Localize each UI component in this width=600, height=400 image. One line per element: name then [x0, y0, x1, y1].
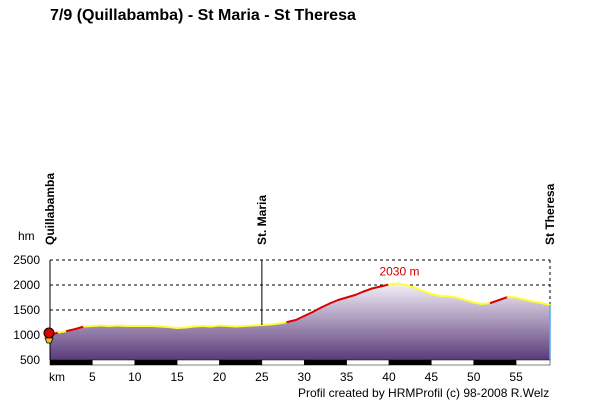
elevation-segment: [430, 293, 441, 297]
elevation-segment: [506, 296, 518, 299]
elevation-segment: [150, 325, 162, 328]
km-scale-segment: [176, 359, 220, 366]
km-scale-segment: [473, 359, 517, 366]
elevation-segment: [472, 301, 484, 305]
elevation-segment: [515, 296, 526, 301]
place-label: Quillabamba: [43, 173, 57, 245]
elevation-segment: [57, 330, 68, 334]
y-tick-label: 2500: [13, 253, 40, 267]
elevation-segment: [379, 283, 390, 288]
x-tick-label: 45: [425, 370, 439, 384]
km-scale-segment: [92, 359, 135, 366]
elevation-segment: [421, 290, 433, 295]
elevation-segment: [294, 315, 306, 321]
km-scale-segment: [431, 359, 474, 366]
y-tick-label: 2000: [13, 278, 40, 292]
x-tick-label: 20: [213, 370, 227, 384]
elevation-segment: [464, 299, 475, 304]
elevation-segment: [277, 321, 289, 325]
plot-frame: [49, 260, 551, 366]
km-scale-segment: [219, 359, 263, 366]
elevation-segment: [345, 294, 357, 299]
x-tick-label: 10: [128, 370, 142, 384]
peak-annotation: 2030 m: [379, 265, 419, 279]
elevation-segment: [337, 296, 348, 301]
y-tick-label: 1000: [13, 328, 40, 342]
elevation-segment: [362, 287, 374, 293]
elevation-segment: [176, 326, 187, 329]
km-scale-segment: [515, 359, 551, 366]
elevation-segment: [396, 282, 407, 286]
km-scale-segment: [346, 359, 390, 366]
km-scale-segment: [303, 359, 347, 366]
elevation-segment: [184, 325, 196, 329]
elevation-segment: [218, 324, 229, 327]
km-scale-segment: [49, 359, 93, 366]
elevation-segment: [116, 324, 128, 327]
elevation-segment: [523, 298, 535, 303]
elevation-segment: [532, 300, 543, 304]
elevation-segment: [438, 295, 450, 298]
elevation-segment: [201, 325, 213, 328]
km-scale-segment: [261, 359, 305, 366]
elevation-segment: [82, 325, 94, 328]
y-axis-ticks: 2500 2000 1500 1000 500: [13, 253, 40, 367]
elevation-segment: [108, 324, 119, 327]
elevation-area: [50, 283, 550, 360]
place-label: St Theresa: [543, 183, 557, 245]
elevation-segment: [65, 328, 77, 332]
elevation-segment: [540, 302, 551, 306]
place-markers: Quillabamba St. Maria St Theresa: [43, 173, 557, 325]
km-scale-segment: [134, 359, 178, 366]
elevation-segment: [498, 296, 509, 301]
elevation-segment: [387, 282, 399, 286]
elevation-segment: [260, 323, 272, 326]
elevation-segment: [74, 325, 85, 330]
place-label: St. Maria: [255, 195, 269, 245]
elevation-segment: [481, 302, 492, 305]
start-marker-icon: [43, 327, 55, 344]
y-tick-label: 1500: [13, 303, 40, 317]
elevation-segment: [303, 311, 314, 317]
x-axis-ticks: 5 10 15 20 25 30 35 40 45 50 55: [89, 370, 523, 384]
elevation-segment: [99, 324, 111, 327]
elevation-segment: [455, 296, 467, 301]
elevation-segment: [328, 299, 340, 305]
elevation-segment: [210, 324, 221, 328]
x-tick-label: 55: [509, 370, 523, 384]
elevation-line-segments: [49, 282, 551, 336]
elevation-segment: [235, 325, 246, 328]
y-tick-label: 500: [20, 353, 40, 367]
elevation-segment: [311, 306, 323, 313]
x-axis-label: km: [49, 370, 65, 384]
elevation-segment: [159, 325, 170, 328]
elevation-segment: [193, 325, 204, 328]
x-tick-label: 40: [382, 370, 396, 384]
credit-text: Profil created by HRMProfil (c) 98-2008 …: [298, 386, 549, 400]
x-tick-label: 25: [255, 370, 269, 384]
x-tick-label: 15: [170, 370, 184, 384]
x-tick-label: 30: [298, 370, 312, 384]
x-tick-label: 35: [340, 370, 354, 384]
x-tick-label: 5: [89, 370, 96, 384]
y-axis-label: hm: [18, 229, 35, 243]
elevation-segment: [354, 290, 365, 296]
elevation-segment: [413, 286, 424, 292]
elevation-segment: [91, 324, 102, 327]
elevation-segment: [371, 285, 382, 290]
elevation-segment: [447, 295, 458, 299]
elevation-segment: [320, 302, 331, 309]
chart-title: 7/9 (Quillabamba) - St Maria - St Theres…: [50, 7, 356, 24]
elevation-segment: [226, 325, 238, 328]
x-tick-label: 50: [467, 370, 481, 384]
elevation-segment: [252, 324, 263, 327]
elevation-segment: [269, 322, 280, 326]
elevation-segment: [489, 299, 501, 304]
elevation-segment: [243, 324, 255, 327]
elevation-segment: [286, 319, 297, 323]
km-scale-segment: [388, 359, 432, 366]
elevation-segment: [167, 326, 179, 329]
elevation-segment: [404, 284, 416, 289]
